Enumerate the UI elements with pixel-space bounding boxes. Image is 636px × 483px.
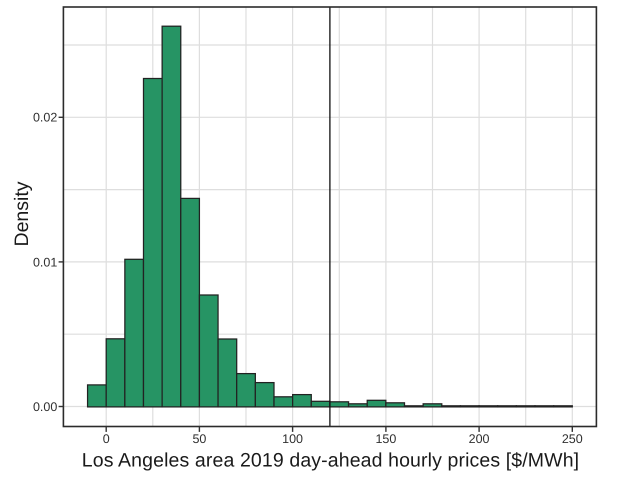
svg-text:Los Angeles area 2019 day-ahea: Los Angeles area 2019 day-ahead hourly p… (82, 450, 579, 472)
svg-text:50: 50 (192, 432, 206, 446)
svg-text:250: 250 (562, 432, 583, 446)
svg-text:0.00: 0.00 (33, 400, 57, 414)
svg-text:150: 150 (375, 432, 396, 446)
svg-text:0.02: 0.02 (33, 111, 57, 125)
svg-text:Density: Density (11, 181, 33, 246)
svg-text:0.01: 0.01 (33, 255, 57, 269)
svg-text:100: 100 (282, 432, 303, 446)
svg-text:200: 200 (469, 432, 490, 446)
svg-text:0: 0 (103, 432, 110, 446)
